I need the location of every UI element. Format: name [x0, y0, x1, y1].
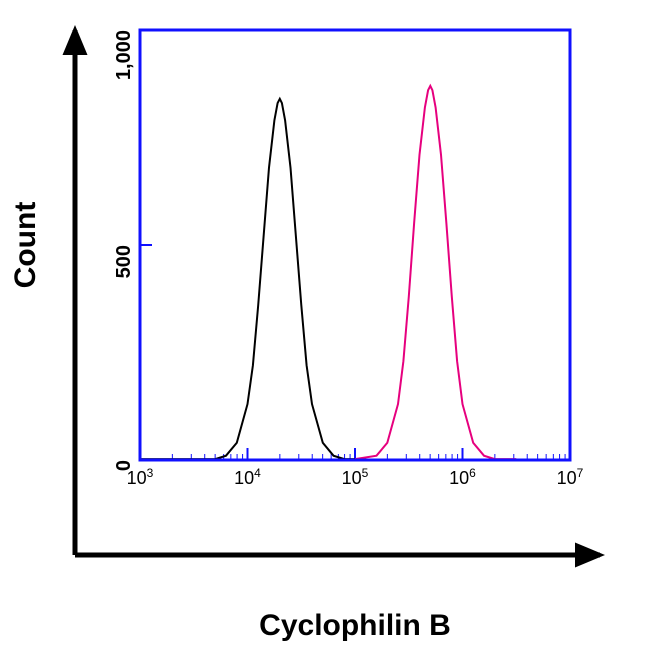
- flow-cytometry-figure: 10310410510610705001,000Cyclophilin BCou…: [0, 0, 650, 667]
- x-tick-label: 106: [449, 466, 476, 488]
- chart-svg: 10310410510610705001,000Cyclophilin BCou…: [0, 0, 650, 667]
- plot-bg: [140, 30, 570, 460]
- y-axis-title: Count: [9, 202, 42, 289]
- y-tick-label: 1,000: [113, 30, 135, 80]
- y-tick-label: 0: [113, 460, 135, 471]
- x-tick-label: 107: [557, 466, 584, 488]
- x-tick-label: 105: [342, 466, 369, 488]
- x-axis-title: Cyclophilin B: [259, 609, 451, 642]
- x-tick-label: 104: [234, 466, 261, 488]
- y-tick-label: 500: [113, 245, 135, 278]
